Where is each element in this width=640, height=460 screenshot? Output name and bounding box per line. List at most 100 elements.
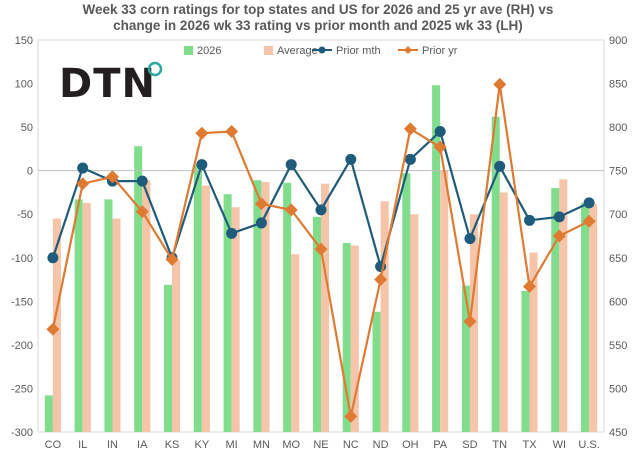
y-left-tick-label: 150 xyxy=(15,35,33,47)
bar xyxy=(521,290,530,432)
point xyxy=(523,280,537,294)
y-left-tick-label: -300 xyxy=(11,427,33,439)
point xyxy=(582,214,596,228)
bar xyxy=(223,194,232,432)
point xyxy=(135,205,149,219)
bar xyxy=(589,203,598,432)
legend-label: 2026 xyxy=(197,45,221,57)
x-tick-label: MI xyxy=(226,439,238,451)
y-right-tick-label: 750 xyxy=(609,166,627,178)
bar xyxy=(350,245,359,432)
x-tick-label: NE xyxy=(313,439,328,451)
bar xyxy=(201,185,210,432)
y-left-tick-label: 100 xyxy=(15,79,33,91)
bar xyxy=(253,180,262,432)
point xyxy=(403,122,417,136)
point xyxy=(583,197,595,209)
bar xyxy=(164,284,173,432)
plot-area: -300 -250 -200 -150 -100 -50 0 50 100 150 450 500 55… xyxy=(11,35,627,451)
bar xyxy=(529,252,538,432)
y-right-tick-label: 500 xyxy=(609,383,627,395)
point xyxy=(225,124,239,138)
point xyxy=(285,159,297,171)
bar xyxy=(261,181,270,432)
bar xyxy=(193,164,202,432)
x-tick-label: IL xyxy=(78,439,87,451)
y-right-tick-label: 450 xyxy=(609,427,627,439)
bar xyxy=(559,179,568,432)
point xyxy=(195,126,209,140)
x-tick-label: IN xyxy=(107,439,118,451)
bar xyxy=(499,192,508,432)
bar xyxy=(231,207,240,432)
y-right-tick-label: 800 xyxy=(609,122,627,134)
point xyxy=(165,253,179,267)
bar xyxy=(321,183,330,432)
x-tick-label: PA xyxy=(433,439,448,451)
x-tick-label: KY xyxy=(194,439,209,451)
point xyxy=(105,170,119,184)
logo-dot xyxy=(147,61,163,77)
x-tick-label: IA xyxy=(137,439,148,451)
bar xyxy=(551,188,560,432)
y-left-tick-label: -50 xyxy=(17,209,33,221)
y-right-tick-label: 900 xyxy=(609,35,627,47)
point xyxy=(255,217,267,229)
legend-label: Average xyxy=(277,45,318,57)
x-tick-label: NC xyxy=(343,439,359,451)
x-tick-label: ND xyxy=(373,439,389,451)
point xyxy=(47,252,59,264)
bar xyxy=(432,85,441,432)
x-tick-label: TN xyxy=(492,439,507,451)
x-tick-label: MO xyxy=(282,439,300,451)
y-left-tick-label: -150 xyxy=(11,296,33,308)
bar xyxy=(581,202,590,432)
x-tick-label: SD xyxy=(462,439,477,451)
y-left-tick-label: 0 xyxy=(27,166,33,178)
point xyxy=(433,140,447,154)
legend: 2026 Average Prior mth Prior yr xyxy=(184,45,458,57)
bar xyxy=(74,199,83,432)
bar xyxy=(402,173,411,432)
legend-marker xyxy=(318,46,326,54)
bar xyxy=(410,214,419,432)
legend-marker xyxy=(404,46,412,54)
bar xyxy=(142,180,151,432)
point xyxy=(463,314,477,328)
legend-item: Prior yr xyxy=(398,45,458,57)
x-tick-label: WI xyxy=(553,439,566,451)
point xyxy=(494,160,506,172)
point xyxy=(404,153,416,165)
point xyxy=(314,242,328,256)
bar xyxy=(291,254,300,432)
legend-item: Average xyxy=(264,45,318,57)
point xyxy=(553,211,565,223)
point xyxy=(493,77,507,91)
legend-item: Prior mth xyxy=(312,45,381,57)
x-tick-label: KS xyxy=(165,439,180,451)
legend-label: Prior yr xyxy=(422,45,458,57)
point xyxy=(344,409,358,423)
point xyxy=(524,214,536,226)
x-tick-label: CO xyxy=(45,439,62,451)
legend-label: Prior mth xyxy=(336,45,381,57)
chart-title-line1: Week 33 corn ratings for top states and … xyxy=(83,2,554,17)
point xyxy=(374,273,388,287)
series-prior-yr-line xyxy=(46,77,596,423)
legend-item: 2026 xyxy=(184,45,221,57)
point xyxy=(196,159,208,171)
y-right-tick-label: 850 xyxy=(609,79,627,91)
point xyxy=(464,233,476,245)
bar xyxy=(380,201,389,432)
legend-swatch xyxy=(264,46,273,55)
legend-swatch xyxy=(184,46,193,55)
y-right-tick-label: 550 xyxy=(609,340,627,352)
x-tick-label: OH xyxy=(402,439,419,451)
bar xyxy=(104,199,113,432)
bar xyxy=(44,395,53,432)
bar xyxy=(491,116,500,432)
point xyxy=(284,203,298,217)
y-left-tick-label: -250 xyxy=(11,383,33,395)
y-left-tick-label: -200 xyxy=(11,340,33,352)
x-tick-label: TX xyxy=(522,439,537,451)
